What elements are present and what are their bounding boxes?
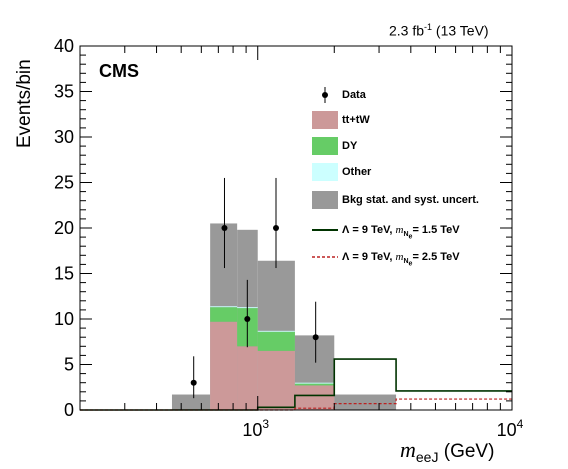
uncert-bar [171,394,211,410]
y-axis-label: Events/bin [14,59,35,148]
data-point [221,225,228,231]
x-tick-label: 104 [497,417,524,440]
y-tick-label: 25 [54,173,74,193]
y-tick-label: 0 [64,400,74,420]
x-tick-label: 103 [242,417,269,440]
experiment-label: CMS [99,61,139,81]
data-point [273,225,280,231]
y-tick-label: 20 [54,218,74,238]
ttbar-bar [210,321,238,410]
y-tick-label: 40 [54,36,74,56]
luminosity-label: 2.3 fb-1 (13 TeV) [389,22,489,39]
y-tick-label: 10 [54,309,74,329]
other-bar [257,330,295,332]
uncert-bar [334,394,397,410]
y-tick-label: 30 [54,127,74,147]
legend-item-data: Data [312,85,542,105]
y-tick-label: 15 [54,264,74,284]
legend-item-other: Other [312,162,542,182]
x-axis-label: meeJ (GeV) [400,437,495,465]
dy-bar [257,331,295,351]
ttbar-swatch-icon [312,111,338,129]
legend-item-signal-15: Λ = 9 TeV, mNe= 1.5 TeV [312,220,542,241]
data-points [190,177,319,399]
stack-bars [171,223,397,410]
ttbar-bar [237,346,258,410]
axes: 0 5 10 15 20 25 30 35 40 103 104 [54,36,524,440]
dy-swatch-icon [312,137,338,155]
data-point [312,334,319,341]
data-marker-icon [322,87,328,103]
dy-bar [210,307,238,322]
solid-line-icon [312,229,338,231]
legend-item-ttbar: tt+tW [312,110,542,130]
data-point [244,316,251,322]
dy-bar [294,383,335,386]
dashed-line-icon [312,256,338,258]
legend-item-uncert: Bkg stat. and syst. uncert. [312,190,542,210]
ttbar-bar [294,385,335,410]
other-bar [210,306,238,308]
other-swatch-icon [312,163,338,181]
y-tick-label: 35 [54,82,74,102]
legend: Data tt+tW DY Other Bkg stat. and syst. … [312,85,542,268]
uncert-swatch-icon [312,191,338,209]
legend-item-signal-25: Λ = 9 TeV, mNe= 2.5 TeV [312,247,542,268]
other-bar [294,382,335,384]
legend-item-dy: DY [312,136,542,156]
ttbar-bar [257,350,295,410]
y-tick-label: 5 [64,355,74,375]
signal-line-2p5 [80,398,512,411]
data-point [190,379,197,386]
